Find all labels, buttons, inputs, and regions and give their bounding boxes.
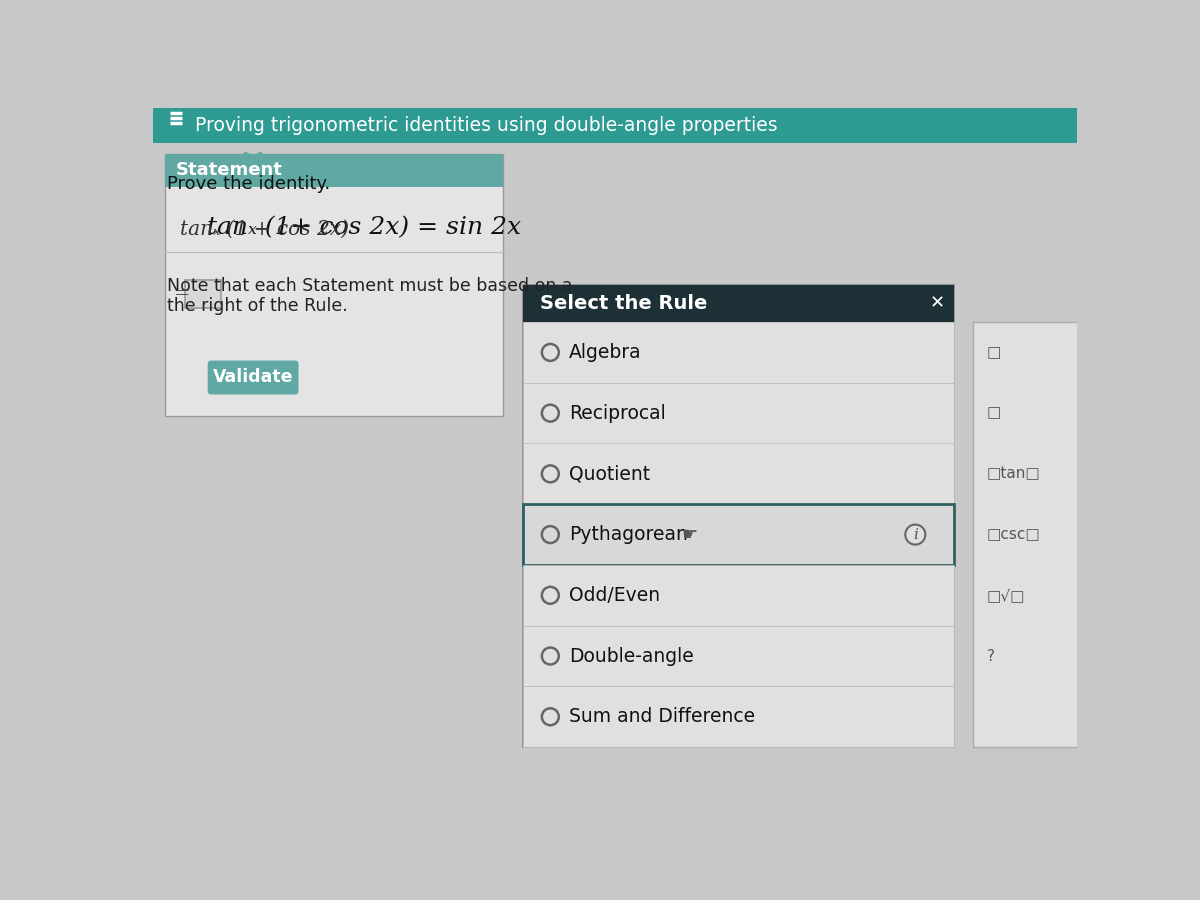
FancyBboxPatch shape xyxy=(523,285,954,322)
Text: □: □ xyxy=(986,345,1001,360)
Text: Odd/Even: Odd/Even xyxy=(569,586,660,605)
FancyBboxPatch shape xyxy=(523,626,954,687)
Text: □√□: □√□ xyxy=(986,588,1026,603)
Text: ?: ? xyxy=(986,649,995,663)
Text: Reciprocal: Reciprocal xyxy=(569,403,666,423)
FancyBboxPatch shape xyxy=(154,108,1078,142)
Text: ☛: ☛ xyxy=(682,526,697,544)
FancyBboxPatch shape xyxy=(523,382,954,444)
FancyBboxPatch shape xyxy=(523,504,954,565)
Text: Prove the identity.: Prove the identity. xyxy=(167,175,330,193)
FancyBboxPatch shape xyxy=(523,565,954,626)
FancyBboxPatch shape xyxy=(154,142,1078,801)
FancyBboxPatch shape xyxy=(523,322,954,382)
FancyBboxPatch shape xyxy=(208,361,299,394)
FancyBboxPatch shape xyxy=(523,444,954,504)
Text: ✕: ✕ xyxy=(929,294,944,312)
Text: □csc□: □csc□ xyxy=(986,527,1040,542)
Text: Double-angle: Double-angle xyxy=(569,646,694,665)
Text: Select the Rule: Select the Rule xyxy=(540,294,707,313)
Text: Quotient: Quotient xyxy=(569,464,650,483)
FancyBboxPatch shape xyxy=(164,154,503,186)
FancyBboxPatch shape xyxy=(973,322,1081,747)
Circle shape xyxy=(905,525,925,544)
Text: Statement: Statement xyxy=(175,161,282,179)
FancyBboxPatch shape xyxy=(185,281,221,308)
Text: tanₓ (1+ cos 2x) = sin 2x: tanₓ (1+ cos 2x) = sin 2x xyxy=(206,216,521,239)
Text: tanₓ (1 + cos 2x): tanₓ (1 + cos 2x) xyxy=(180,220,349,238)
FancyBboxPatch shape xyxy=(523,285,954,747)
FancyBboxPatch shape xyxy=(164,154,503,416)
Text: i: i xyxy=(913,527,918,542)
Text: Sum and Difference: Sum and Difference xyxy=(569,707,755,726)
Text: =: = xyxy=(174,285,191,303)
Text: Note that each Statement must be based on a: Note that each Statement must be based o… xyxy=(167,277,572,295)
Text: Algebra: Algebra xyxy=(569,343,642,362)
Text: Pythagorean: Pythagorean xyxy=(569,525,688,544)
Text: □tan□: □tan□ xyxy=(986,466,1040,482)
Text: the right of the Rule.: the right of the Rule. xyxy=(167,297,348,315)
Text: □: □ xyxy=(986,406,1001,420)
Text: Proving trigonometric identities using double-angle properties: Proving trigonometric identities using d… xyxy=(196,116,778,135)
Text: Validate: Validate xyxy=(212,368,293,386)
FancyBboxPatch shape xyxy=(523,687,954,747)
